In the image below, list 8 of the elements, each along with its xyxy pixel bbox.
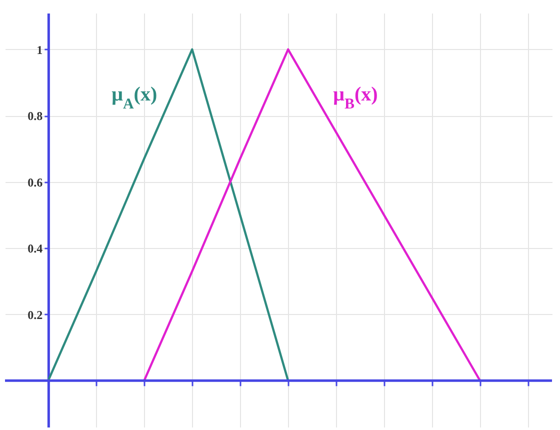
y-tick-label: 0.4 [28, 242, 43, 256]
series-label: μ$_{A}$(x) [112, 83, 158, 112]
y-tick-label: 0.2 [28, 308, 43, 322]
y-tick-label: 0.8 [28, 109, 43, 124]
y-tick-label: 1 [36, 42, 43, 57]
line-series [47, 48, 290, 382]
series-label: μ$_{B}$(x) [333, 83, 378, 112]
y-tick-label: 0.6 [28, 175, 43, 190]
